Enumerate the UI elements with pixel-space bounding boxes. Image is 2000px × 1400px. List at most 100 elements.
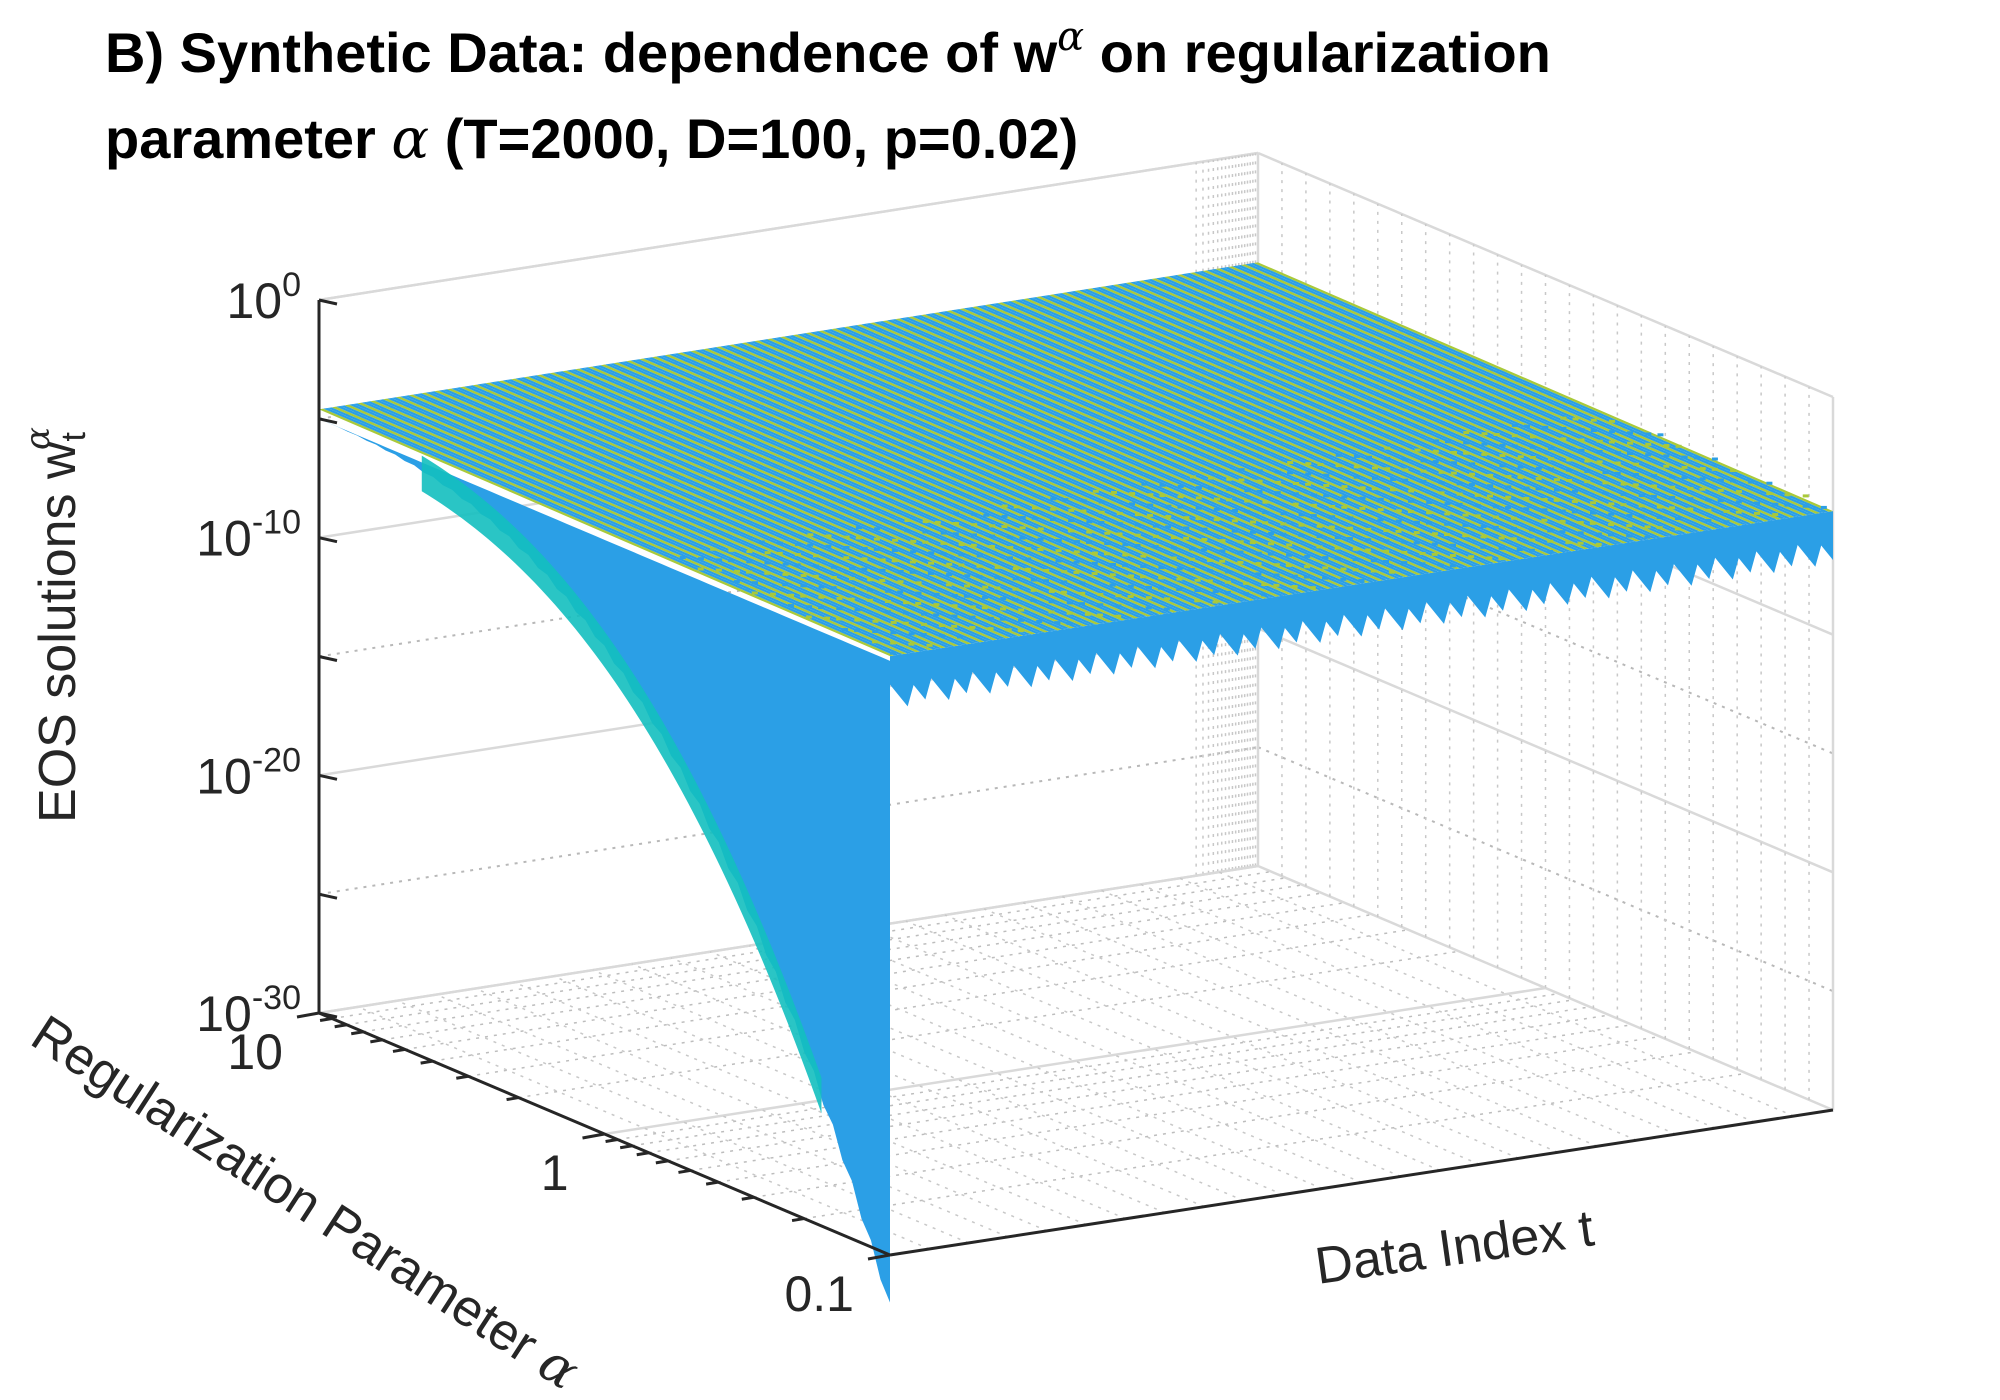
surface-strip	[814, 331, 1392, 580]
surface-speckle	[1383, 539, 1390, 543]
surface-speckle	[1098, 500, 1105, 504]
surface-speckle	[1109, 562, 1116, 566]
surface-strip	[1095, 287, 1675, 537]
surface-speckle	[1413, 531, 1420, 535]
surface-speckle	[940, 531, 947, 535]
surface-speckle	[1134, 523, 1141, 527]
y-tick-label: 1	[541, 1145, 569, 1201]
surface-speckle	[866, 598, 873, 602]
surface-speckle	[1517, 465, 1524, 469]
y-tick-mark	[319, 1017, 333, 1023]
surface-strip	[383, 398, 959, 647]
surface-speckle	[1426, 521, 1433, 525]
surface-speckle	[1129, 502, 1136, 506]
surface-strip	[626, 360, 1203, 609]
surface-speckle	[1304, 554, 1311, 558]
surface-speckle	[1571, 500, 1578, 504]
surface-speckle	[806, 605, 813, 609]
surface-speckle	[1273, 583, 1280, 587]
surface-strip	[831, 328, 1409, 577]
surface-speckle	[951, 624, 958, 628]
surface-strip	[1151, 278, 1731, 528]
surface-speckle	[1565, 540, 1572, 544]
surface-strip	[493, 381, 1071, 630]
surface-speckle	[1420, 469, 1427, 473]
surface-speckle	[1256, 489, 1263, 493]
surface-speckle	[1310, 514, 1317, 518]
z-tick-base: 10	[226, 273, 282, 329]
surface-speckle	[1188, 557, 1195, 561]
surface-speckle	[1359, 506, 1366, 510]
surface-speckle	[1468, 555, 1475, 559]
surface-speckle	[909, 560, 916, 564]
surface-speckle	[1553, 488, 1560, 492]
surface-speckle	[1305, 462, 1312, 466]
surface-strip	[1053, 293, 1632, 543]
surface-speckle	[830, 586, 837, 590]
surface-speckle	[1341, 505, 1348, 509]
surface-strip	[455, 387, 1032, 635]
surface-speckle	[1116, 522, 1123, 526]
surface-speckle	[1559, 519, 1566, 523]
surface-speckle	[1578, 438, 1585, 442]
surface-speckle	[1474, 514, 1481, 518]
surface-speckle	[1176, 577, 1183, 581]
surface-strip	[1129, 281, 1709, 531]
surface-speckle	[1274, 491, 1281, 495]
surface-speckle	[1560, 427, 1567, 431]
surface-speckle	[1134, 533, 1141, 537]
surface-strip	[733, 343, 1311, 593]
y-tick-mark	[582, 1132, 605, 1140]
surface-speckle	[1468, 483, 1475, 487]
surface-strip	[575, 368, 1152, 617]
surface-strip	[933, 312, 1512, 562]
surface-speckle	[1066, 621, 1073, 625]
surface-speckle	[1620, 492, 1627, 496]
surface-speckle	[1201, 537, 1208, 541]
surface-speckle	[1419, 562, 1426, 566]
surface-speckle	[1486, 556, 1493, 560]
surface-speckle	[1632, 473, 1639, 477]
surface-speckle	[1620, 482, 1627, 486]
surface-strip	[1155, 277, 1735, 527]
surface-plot	[319, 262, 1833, 1303]
surface-strip	[1138, 280, 1718, 530]
surface-speckle	[776, 551, 783, 555]
surface-speckle	[1711, 457, 1718, 461]
surface-speckle	[1055, 538, 1062, 542]
surface-strip	[698, 349, 1276, 598]
surface-speckle	[1030, 578, 1037, 582]
surface-speckle	[1340, 577, 1347, 581]
surface-speckle	[1237, 560, 1244, 564]
surface-speckle	[1388, 570, 1395, 574]
surface-speckle	[964, 584, 971, 588]
surface-speckle	[1122, 553, 1129, 557]
z-tick-mark	[318, 417, 338, 425]
surface-speckle	[1340, 567, 1347, 571]
surface-speckle	[1322, 576, 1329, 580]
surface-speckle	[1627, 441, 1634, 445]
surface-strip	[1249, 262, 1829, 513]
surface-strip	[545, 373, 1122, 622]
surface-speckle	[1560, 437, 1567, 441]
y-tick-mark	[370, 1038, 383, 1044]
surface-speckle	[1127, 595, 1134, 599]
surface-speckle	[1431, 542, 1438, 546]
z-tick-base: 10	[196, 748, 252, 804]
surface-speckle	[933, 613, 940, 617]
surface-speckle	[897, 590, 904, 594]
surface-speckle	[1566, 458, 1573, 462]
surface-speckle	[1116, 511, 1123, 515]
surface-speckle	[1462, 513, 1469, 517]
surface-speckle	[1080, 499, 1087, 503]
surface-speckle	[1492, 505, 1499, 509]
surface-speckle	[849, 577, 856, 581]
surface-strip	[767, 338, 1345, 587]
surface-speckle	[1650, 484, 1657, 488]
surface-speckle	[890, 651, 896, 655]
surface-strip	[745, 341, 1323, 591]
surface-strip	[583, 367, 1161, 616]
surface-speckle	[1298, 513, 1305, 517]
surface-speckle	[1450, 471, 1457, 475]
